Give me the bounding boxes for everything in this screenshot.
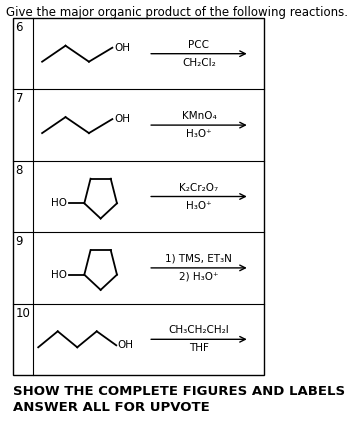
Text: H₃O⁺: H₃O⁺	[186, 200, 212, 211]
Text: CH₃CH₂CH₂I: CH₃CH₂CH₂I	[169, 325, 229, 335]
Text: 1) TMS, ET₃N: 1) TMS, ET₃N	[166, 254, 232, 264]
Text: OH: OH	[118, 340, 134, 350]
Text: KMnO₄: KMnO₄	[182, 111, 216, 121]
Text: 6: 6	[16, 21, 23, 34]
Text: ANSWER ALL FOR UPVOTE: ANSWER ALL FOR UPVOTE	[13, 401, 210, 414]
Text: 9: 9	[16, 235, 23, 248]
Text: H₃O⁺: H₃O⁺	[186, 129, 212, 139]
Text: 7: 7	[16, 92, 23, 106]
Text: THF: THF	[189, 344, 209, 353]
Text: HO: HO	[51, 270, 67, 280]
Text: OH: OH	[114, 43, 130, 53]
Text: PCC: PCC	[188, 40, 209, 50]
Text: 8: 8	[16, 164, 23, 177]
Text: 10: 10	[16, 307, 30, 319]
Text: CH₂Cl₂: CH₂Cl₂	[182, 58, 216, 68]
Text: K₂Cr₂O₇: K₂Cr₂O₇	[179, 182, 218, 192]
Text: SHOW THE COMPLETE FIGURES AND LABELS: SHOW THE COMPLETE FIGURES AND LABELS	[13, 385, 345, 398]
Text: 2) H₃O⁺: 2) H₃O⁺	[179, 272, 219, 282]
Text: HO: HO	[51, 198, 67, 208]
Text: OH: OH	[114, 114, 130, 124]
Bar	[13, 18, 264, 375]
Text: Give the major organic product of the following reactions.: Give the major organic product of the fo…	[6, 6, 348, 19]
